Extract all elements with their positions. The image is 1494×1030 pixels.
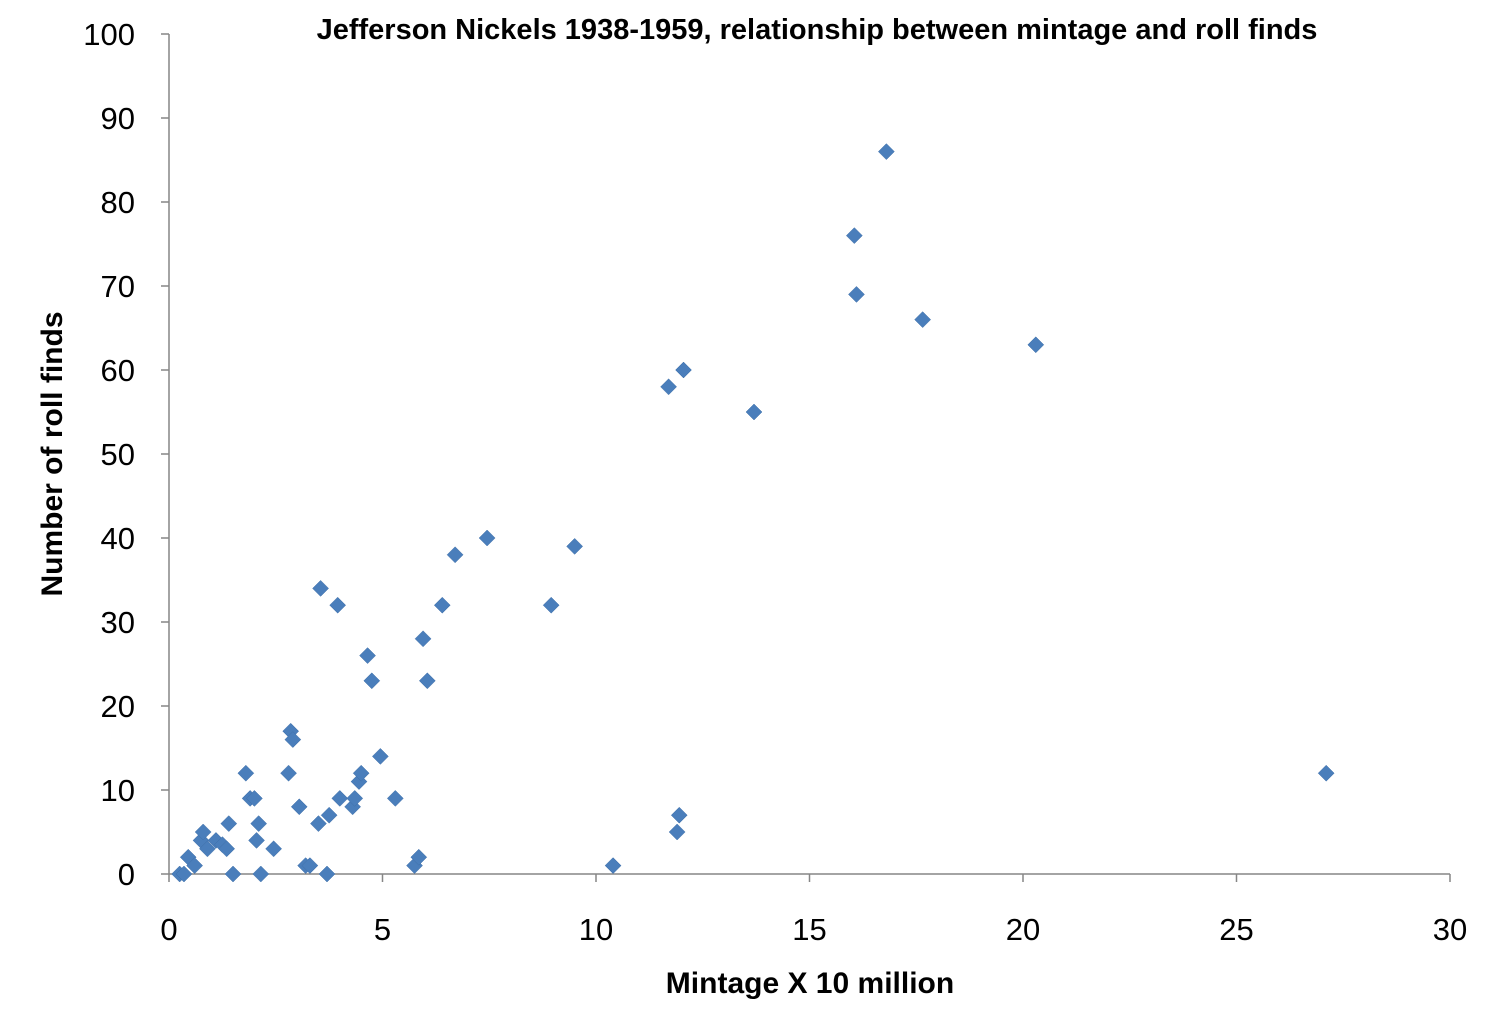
y-tick-label: 100 — [83, 17, 135, 52]
data-point — [346, 790, 364, 807]
data-point — [542, 596, 560, 614]
data-point — [675, 361, 692, 379]
data-point — [220, 815, 238, 832]
data-point — [246, 790, 263, 807]
data-point — [372, 748, 389, 765]
data-point — [290, 798, 308, 816]
data-point — [310, 815, 327, 832]
data-point — [660, 378, 677, 396]
data-point — [194, 823, 212, 841]
data-point — [1027, 336, 1045, 354]
data-points — [171, 143, 1335, 883]
data-point — [1317, 764, 1335, 782]
data-point — [386, 790, 404, 807]
data-point — [363, 672, 381, 690]
data-point — [284, 731, 302, 748]
data-point — [418, 672, 436, 690]
data-point — [668, 823, 686, 841]
data-point — [280, 764, 297, 782]
data-point — [352, 764, 370, 782]
x-tick-label: 0 — [160, 912, 177, 947]
data-point — [224, 865, 242, 883]
x-axis-ticks: 0 5 10 15 20 25 30 — [160, 874, 1467, 947]
plot-area: 0 10 20 30 40 50 60 70 80 90 100 0 5 10 15 20 25 30 — [83, 17, 1467, 947]
x-tick-label: 30 — [1433, 912, 1467, 947]
data-point — [433, 596, 451, 614]
y-tick-label: 80 — [101, 185, 135, 220]
data-point — [248, 832, 265, 849]
x-axis-label: Mintage X 10 million — [666, 967, 954, 1000]
data-point — [745, 403, 763, 421]
data-point — [566, 538, 584, 555]
data-point — [186, 857, 203, 874]
data-point — [359, 647, 376, 664]
y-tick-label: 90 — [101, 101, 135, 136]
x-tick-label: 15 — [792, 912, 826, 947]
x-tick-label: 20 — [1006, 912, 1040, 947]
data-point — [218, 840, 235, 858]
data-point — [199, 840, 216, 858]
y-tick-label: 60 — [101, 353, 135, 388]
data-point — [604, 857, 622, 874]
data-point — [878, 143, 895, 160]
x-tick-label: 10 — [579, 912, 613, 947]
data-point — [670, 806, 688, 824]
data-point — [301, 857, 319, 874]
data-point — [410, 848, 428, 866]
y-tick-label: 20 — [101, 689, 135, 724]
data-point — [329, 596, 347, 614]
data-point — [331, 790, 349, 807]
y-axis-ticks: 0 10 20 30 40 50 60 70 80 90 100 — [83, 17, 169, 892]
y-tick-label: 30 — [101, 605, 135, 640]
data-point — [478, 529, 496, 547]
x-tick-label: 5 — [374, 912, 391, 947]
chart-title: Jefferson Nickels 1938-1959, relationshi… — [317, 14, 1318, 46]
data-point — [845, 227, 863, 244]
data-point — [237, 764, 255, 782]
y-tick-label: 70 — [101, 269, 135, 304]
data-point — [312, 580, 329, 597]
x-tick-label: 25 — [1219, 912, 1253, 947]
data-point — [265, 840, 282, 858]
data-point — [446, 546, 464, 564]
y-axis-label: Number of roll finds — [36, 312, 69, 597]
y-tick-label: 10 — [101, 773, 135, 808]
data-point — [318, 865, 336, 883]
data-point — [252, 865, 270, 883]
data-point — [320, 806, 338, 824]
y-tick-label: 50 — [101, 437, 135, 472]
data-point — [175, 865, 193, 883]
y-tick-label: 40 — [101, 521, 135, 556]
data-point — [848, 286, 865, 303]
data-point — [414, 630, 432, 648]
data-point — [250, 815, 268, 832]
y-tick-label: 0 — [118, 857, 135, 892]
data-point — [914, 311, 932, 328]
